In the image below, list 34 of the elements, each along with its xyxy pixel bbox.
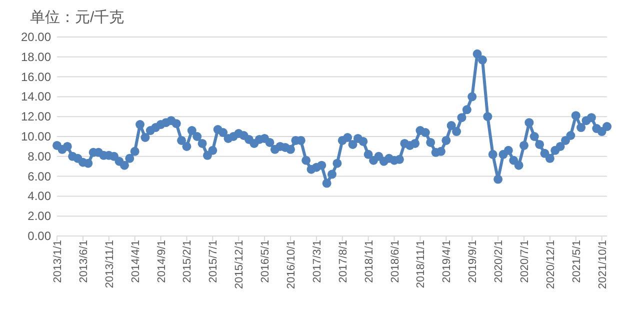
xtick-label: 2016/5/1: [260, 240, 272, 283]
xtick-label: 2019/4/1: [441, 240, 454, 283]
xtick-label: 2016/10/1: [286, 240, 298, 289]
xtick-label: 2017/8/1: [337, 240, 350, 283]
xtick-label: 2021/5/1: [570, 240, 583, 283]
ytick-label: 20.00: [20, 30, 51, 44]
ytick-label: 12.00: [20, 110, 51, 124]
ytick-label: 2.00: [28, 209, 51, 224]
xtick-label: 2013/11/1: [104, 240, 116, 288]
xtick-label: 2014/9/1: [156, 240, 168, 283]
title: 单位：元/千克: [30, 9, 124, 26]
xtick-label: 2017/3/1: [311, 240, 324, 283]
ytick-label: 14.00: [20, 90, 51, 104]
xtick-label: 2019/9/1: [467, 240, 480, 283]
xtick-label: 2018/11/1: [415, 240, 428, 288]
xtick-label: 2021/10/1: [596, 240, 609, 289]
xtick-label: 2014/4/1: [130, 240, 142, 283]
xtick-label: 2015/2/1: [182, 240, 194, 283]
xtick-label: 2018/6/1: [389, 240, 402, 283]
xtick-label: 2013/6/1: [78, 240, 90, 283]
ytick-label: 10.00: [20, 130, 51, 144]
xtick-label: 2018/1/1: [363, 240, 376, 283]
ytick-label: 18.00: [20, 50, 51, 64]
ytick-label: 0.00: [28, 229, 51, 243]
xtick-label: 2013/1/1: [52, 240, 64, 283]
ytick-label: 8.00: [28, 149, 51, 164]
xtick-label: 2015/12/1: [234, 240, 246, 289]
ytick-label: 6.00: [28, 169, 51, 184]
ytick-label: 4.00: [28, 189, 51, 204]
xtick-label: 2015/7/1: [208, 240, 220, 283]
xtick-label: 2020/7/1: [518, 240, 531, 283]
xtick-label: 2020/2/1: [493, 240, 506, 283]
xtick-label: 2020/12/1: [544, 240, 557, 289]
ytick-label: 16.00: [20, 70, 51, 84]
